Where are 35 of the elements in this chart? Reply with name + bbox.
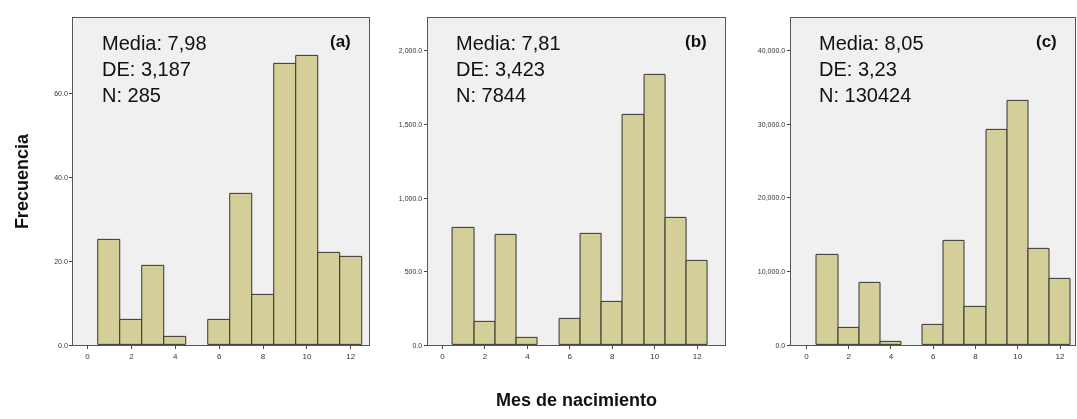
x-tick-label: 2 — [482, 351, 488, 361]
x-tick-label: 10 — [650, 351, 660, 361]
x-tick-label: 10 — [1013, 351, 1023, 361]
annotation: N: 130424 — [819, 84, 912, 106]
x-tick-label: 6 — [216, 351, 222, 361]
annotation: Media: 7,81 — [456, 32, 561, 54]
annotation: DE: 3,23 — [819, 58, 897, 80]
x-axis-title: Mes de nacimiento — [496, 390, 658, 410]
x-tick-label: 4 — [173, 351, 179, 361]
x-tick-label: 0 — [85, 351, 91, 361]
annotation: Media: 8,05 — [819, 32, 924, 54]
x-tick-label: 8 — [610, 351, 616, 361]
x-tick-label: 12 — [692, 351, 703, 361]
x-tick-label: 4 — [888, 351, 894, 361]
x-tick-label: 4 — [525, 351, 531, 361]
x-tick-label: 0 — [804, 351, 810, 361]
x-tick-label: 6 — [930, 351, 936, 361]
x-tick-label: 2 — [129, 351, 135, 361]
x-tick-label: 12 — [1055, 351, 1066, 361]
x-tick-label: 2 — [846, 351, 852, 361]
x-tick-label: 8 — [260, 351, 266, 361]
annotation: N: 7844 — [456, 84, 527, 106]
x-tick-label: 10 — [302, 351, 312, 361]
x-tick-label: 12 — [346, 351, 356, 361]
x-tick-label: 8 — [973, 351, 979, 361]
x-tick-label: 6 — [567, 351, 573, 361]
x-tick-label: 0 — [440, 351, 446, 361]
y-axis-title: Frecuencia — [11, 133, 32, 230]
annotation: N: 285 — [102, 84, 161, 106]
annotation: (a) — [330, 32, 351, 51]
annotation: DE: 3,423 — [456, 58, 545, 80]
annotation: DE: 3,187 — [102, 58, 191, 80]
annotation: (c) — [1036, 32, 1057, 51]
annotation: (b) — [685, 32, 707, 51]
annotation: Media: 7,98 — [102, 32, 207, 54]
